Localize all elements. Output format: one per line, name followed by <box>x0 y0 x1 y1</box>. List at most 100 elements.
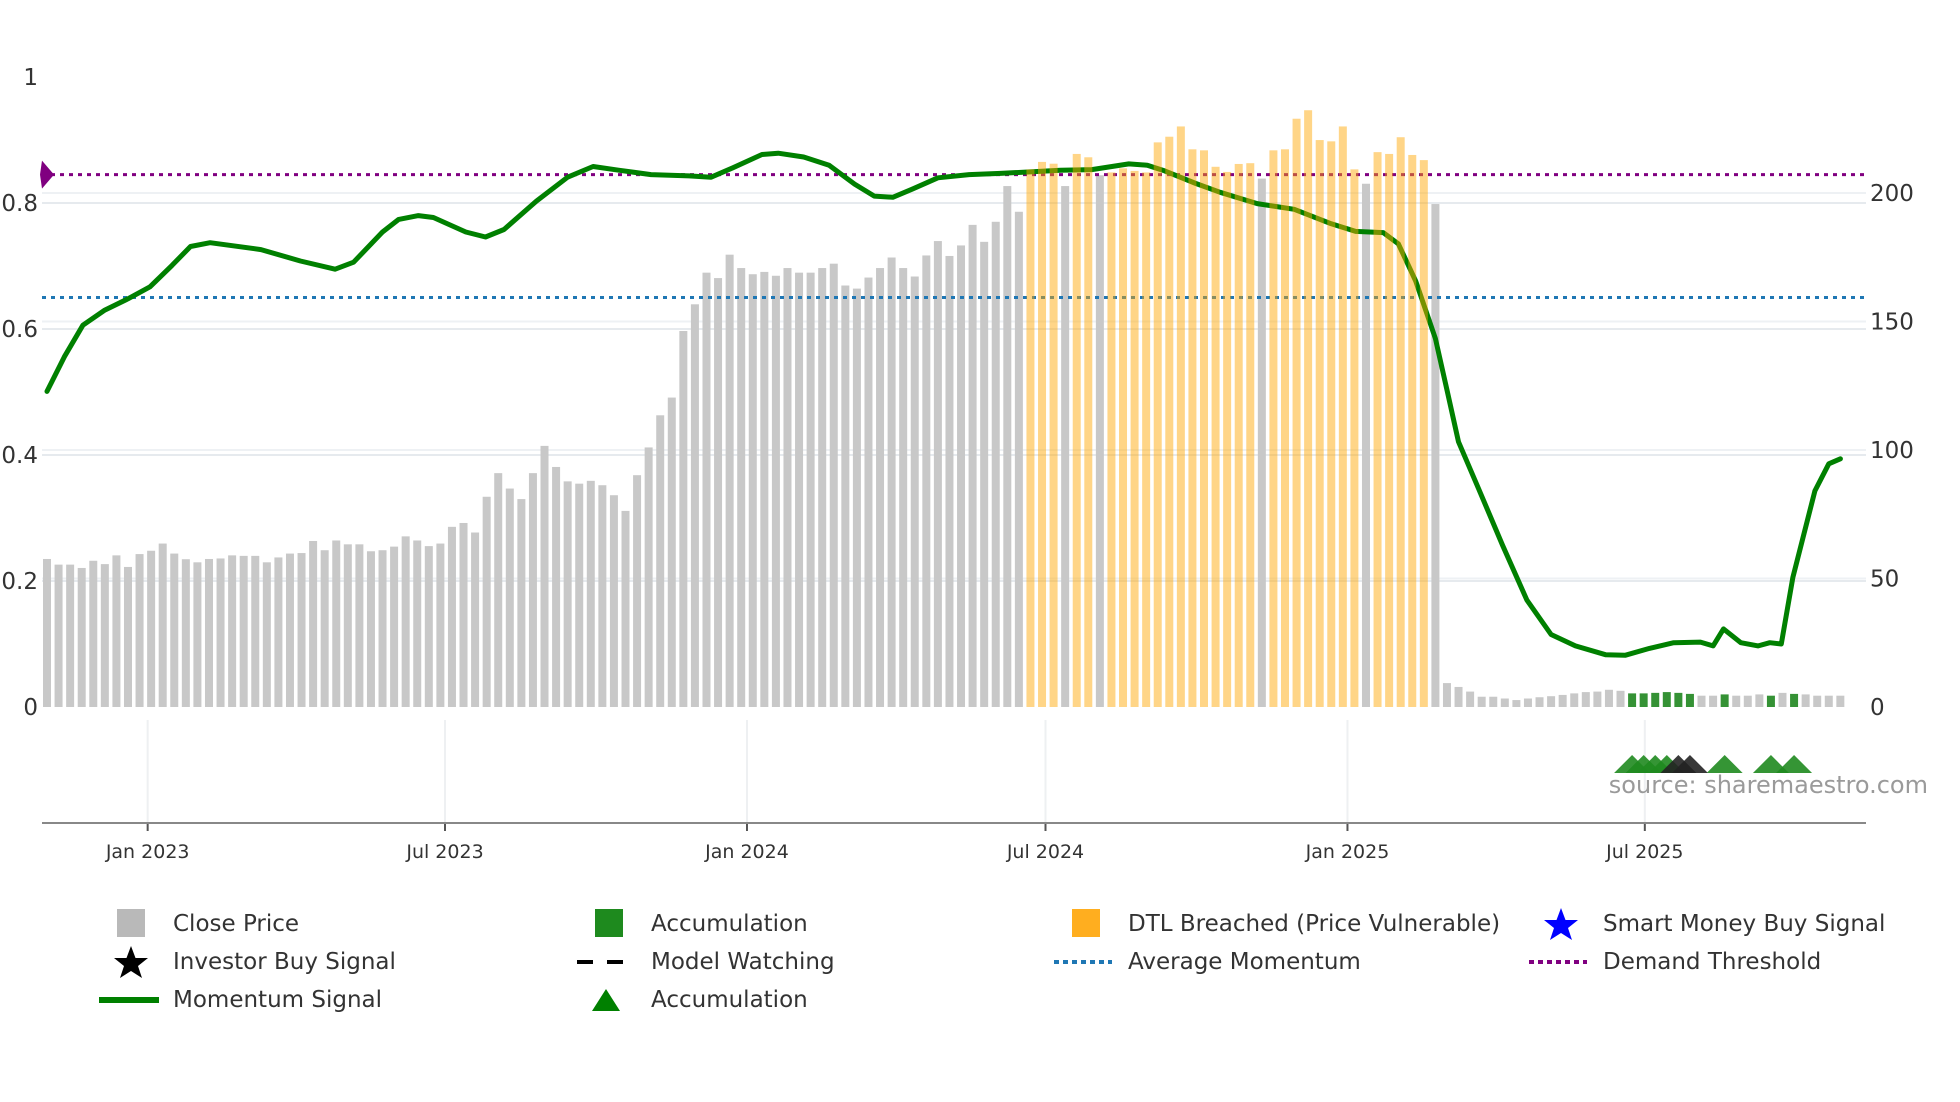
dtl-breached-bar <box>1304 110 1313 708</box>
legend-item[interactable]: Investor Buy Signal <box>114 945 396 979</box>
close-price-bar <box>957 245 966 708</box>
left-tick-label: 0.2 <box>1 569 38 595</box>
dtl-breached-bar <box>1315 140 1324 708</box>
x-tick-label: Jul 2023 <box>405 841 483 863</box>
legend-item[interactable]: Demand Threshold <box>1529 945 1821 979</box>
close-price-bar <box>505 488 514 707</box>
close-price-bar <box>806 272 815 707</box>
dotted-line-icon <box>1054 945 1128 979</box>
legend-item[interactable]: DTL Breached (Price Vulnerable) <box>1070 907 1500 941</box>
legend-item[interactable]: Close Price <box>115 907 299 941</box>
close-price-bar <box>66 564 75 707</box>
close-price-bar <box>1512 700 1521 707</box>
legend-item[interactable]: Accumulation <box>593 907 808 941</box>
dtl-breached-bar <box>1280 149 1289 707</box>
legend-item[interactable]: Model Watching <box>577 945 835 979</box>
dtl-breached-bar <box>1153 142 1162 708</box>
close-price-bar <box>737 268 746 707</box>
dtl-breached-bar <box>1338 126 1347 707</box>
close-price-bar <box>413 540 422 707</box>
dtl-breached-bar <box>1234 163 1243 708</box>
left-tick-label: 0.6 <box>1 317 38 343</box>
dashed-line-icon <box>577 945 651 979</box>
close-price-bar <box>251 555 260 707</box>
dtl-breached-bar <box>1350 169 1359 707</box>
close-price-bar <box>818 268 827 707</box>
close-price-bar <box>1616 690 1625 707</box>
close-price-bar <box>355 544 364 707</box>
dotted-line-icon <box>1529 945 1603 979</box>
close-price-bar <box>158 543 167 707</box>
close-price-bar <box>424 546 433 707</box>
legend-item[interactable]: Accumulation <box>592 983 808 1017</box>
legend-label: Model Watching <box>651 949 835 975</box>
right-tick-label: 200 <box>1870 181 1914 207</box>
close-price-bar <box>1778 692 1787 707</box>
close-price-bar <box>1431 204 1440 707</box>
x-tick-label: Jul 2025 <box>1605 841 1683 863</box>
dtl-breached-bar <box>1119 168 1128 707</box>
close-price-bar <box>609 495 618 707</box>
close-price-bar <box>1570 693 1579 707</box>
close-price-swatch-icon <box>115 907 173 941</box>
close-price-bar <box>494 473 503 707</box>
close-price-bar <box>1581 692 1590 707</box>
x-tick-label: Jan 2025 <box>1305 841 1390 863</box>
legend-item[interactable]: Smart Money Buy Signal <box>1544 907 1885 941</box>
close-price-bar <box>89 560 98 707</box>
dtl-breached-bar <box>1211 166 1220 707</box>
dtl-breached-bar <box>1385 153 1394 707</box>
dtl-breached-bar <box>1223 171 1232 707</box>
close-price-bar <box>228 555 237 707</box>
dtl-breached-bar <box>1269 150 1278 707</box>
close-price-bar <box>968 224 977 708</box>
close-price-bar <box>1500 698 1509 707</box>
close-price-bar <box>43 558 51 707</box>
dtl-breached-bar <box>1292 118 1301 708</box>
legend-label: DTL Breached (Price Vulnerable) <box>1128 911 1501 937</box>
accumulation-triangle <box>1776 755 1813 773</box>
legend-label: Accumulation <box>651 911 808 937</box>
dtl-breached-bar <box>1142 172 1151 707</box>
legend-label: Close Price <box>173 911 300 937</box>
close-price-bar <box>528 473 537 707</box>
close-price-bar <box>586 480 595 707</box>
left-tick-label: 0.8 <box>1 191 38 217</box>
legend-item[interactable]: Average Momentum <box>1054 945 1361 979</box>
close-price-bar <box>332 540 341 707</box>
accumulation-bar <box>1766 695 1775 707</box>
close-price-bar <box>1014 211 1023 708</box>
close-price-bar <box>147 550 156 707</box>
right-tick-label: 150 <box>1870 310 1914 336</box>
left-tick-label: 1 <box>23 65 38 91</box>
x-tick-label: Jan 2023 <box>105 841 190 863</box>
close-price-bar <box>517 499 526 707</box>
close-price-bar <box>482 496 491 707</box>
close-price-bar <box>1755 694 1764 707</box>
close-price-bar <box>170 553 179 707</box>
close-price-bar <box>1801 694 1810 707</box>
close-price-bar <box>1361 183 1370 708</box>
close-price-bar <box>285 553 294 707</box>
close-price-bar <box>771 275 780 707</box>
close-price-bar <box>1003 186 1012 707</box>
close-price-bar <box>1604 689 1613 707</box>
close-price-bar <box>899 268 908 707</box>
close-price-bar <box>239 555 248 707</box>
close-price-bar <box>1558 694 1567 707</box>
close-price-bar <box>1824 695 1833 707</box>
legend-label: Accumulation <box>651 987 808 1013</box>
accumulation-bar <box>1662 692 1671 707</box>
close-price-bar <box>748 274 757 707</box>
legend-item[interactable]: Momentum Signal <box>99 983 383 1017</box>
accumulation-bar <box>1685 693 1694 707</box>
legend-label: Momentum Signal <box>173 987 383 1013</box>
close-price-bar <box>181 559 190 707</box>
dtl-breached-bar <box>1419 160 1428 707</box>
close-price-bar <box>829 263 838 707</box>
close-price-bar <box>1489 696 1498 707</box>
triangle-icon <box>592 983 651 1017</box>
close-price-bar <box>77 567 86 707</box>
close-price-bar <box>690 304 699 707</box>
close-price-bar <box>1836 695 1845 707</box>
